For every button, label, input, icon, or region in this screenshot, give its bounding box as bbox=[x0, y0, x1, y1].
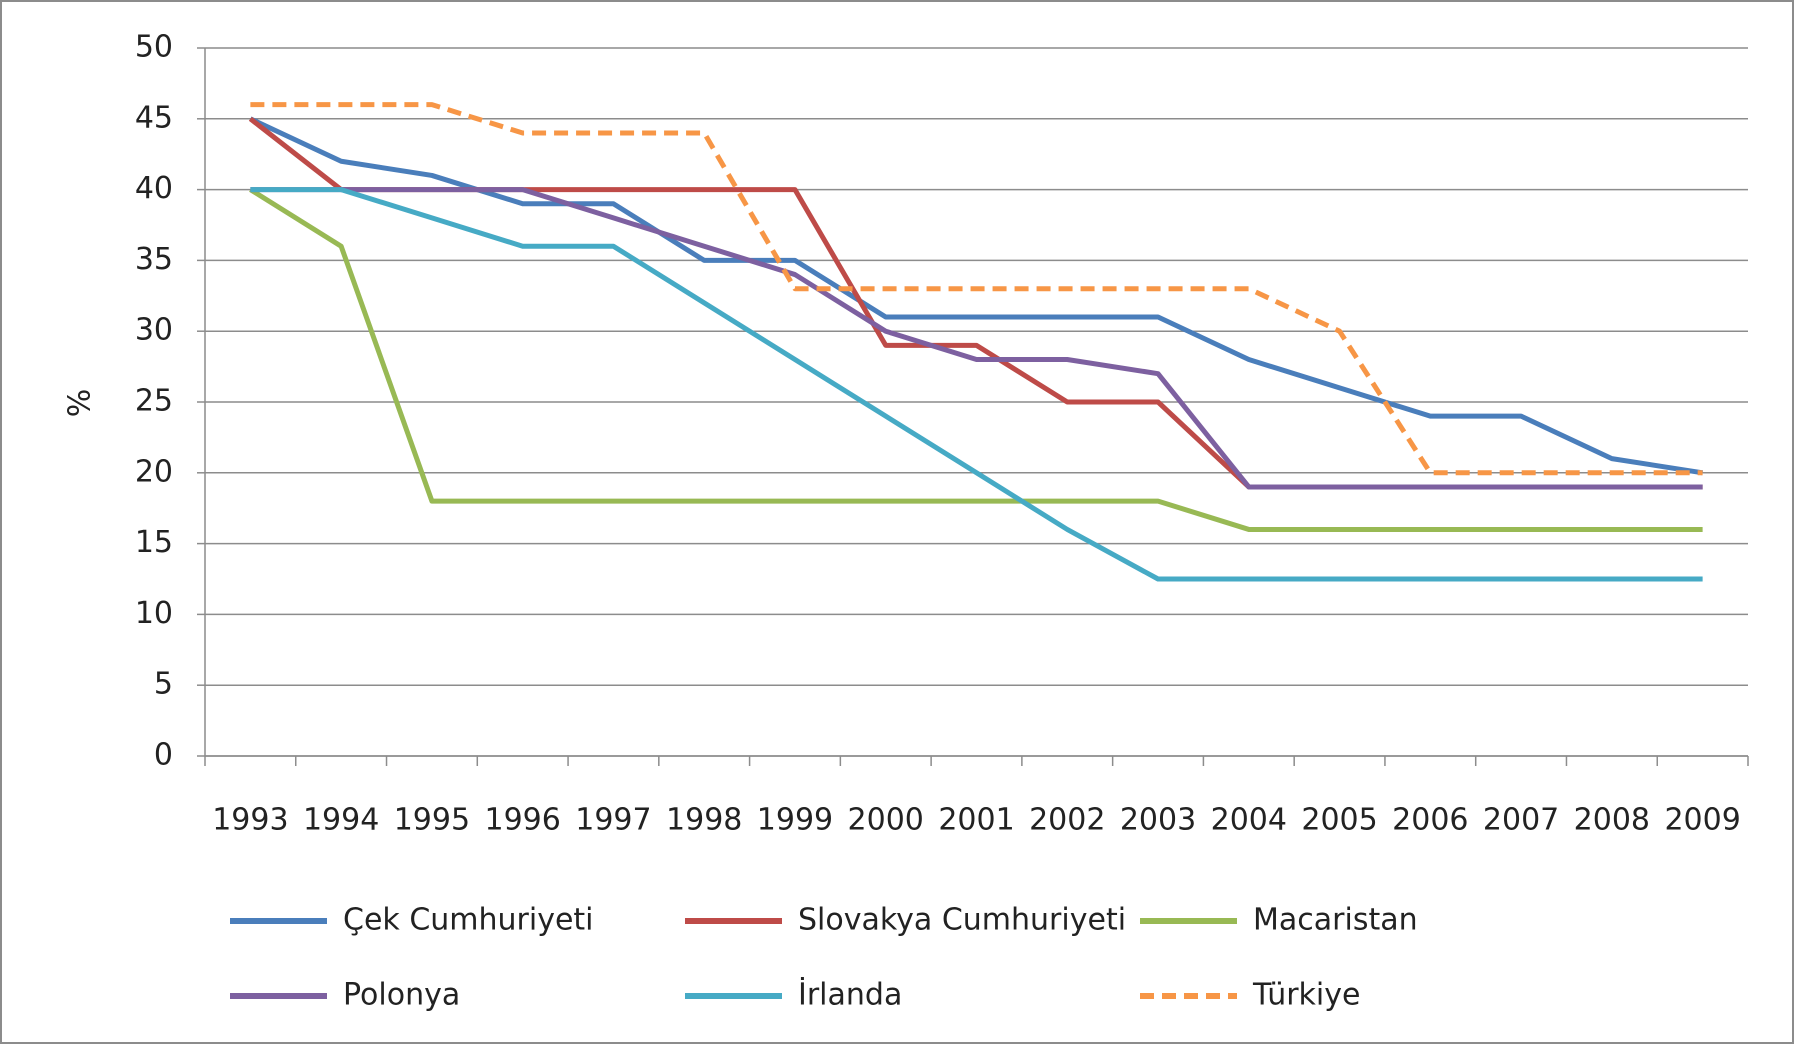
legend-label: Çek Cumhuriyeti bbox=[343, 903, 594, 938]
y-tick-label: 25 bbox=[135, 384, 173, 419]
y-tick-label: 5 bbox=[154, 667, 173, 702]
y-tick-label: 0 bbox=[154, 738, 173, 773]
y-tick-label: 40 bbox=[135, 171, 173, 206]
x-tick-label: 2006 bbox=[1392, 803, 1468, 838]
y-axis-label: % bbox=[63, 389, 98, 418]
legend-label: Macaristan bbox=[1253, 903, 1418, 938]
x-tick-label: 2008 bbox=[1574, 803, 1650, 838]
x-tick-label: 1993 bbox=[212, 803, 288, 838]
y-tick-label: 20 bbox=[135, 454, 173, 489]
legend-label: Slovakya Cumhuriyeti bbox=[798, 903, 1126, 938]
x-tick-label: 2002 bbox=[1029, 803, 1105, 838]
x-tick-label: 2003 bbox=[1120, 803, 1196, 838]
x-tick-label: 2007 bbox=[1483, 803, 1559, 838]
series-line bbox=[250, 102, 1703, 476]
x-tick-label: 2004 bbox=[1211, 803, 1287, 838]
x-tick-label: 1999 bbox=[757, 803, 833, 838]
y-tick-label: 30 bbox=[135, 313, 173, 348]
legend-label: Polonya bbox=[343, 978, 460, 1013]
legend-label: Türkiye bbox=[1252, 978, 1360, 1013]
x-tick-label: 2005 bbox=[1301, 803, 1377, 838]
y-tick-label: 35 bbox=[135, 242, 173, 277]
series-line bbox=[249, 187, 1703, 532]
x-tick-label: 1996 bbox=[484, 803, 560, 838]
x-tick-label: 1994 bbox=[303, 803, 379, 838]
series-line bbox=[250, 187, 1703, 490]
y-tick-label: 15 bbox=[135, 525, 173, 560]
x-tick-label: 2000 bbox=[848, 803, 924, 838]
x-tick-label: 1995 bbox=[394, 803, 470, 838]
series-line bbox=[250, 187, 1703, 582]
legend-label: İrlanda bbox=[798, 977, 902, 1013]
x-tick-label: 1998 bbox=[666, 803, 742, 838]
series-line bbox=[249, 116, 1704, 476]
y-tick-label: 10 bbox=[135, 596, 173, 631]
y-tick-label: 50 bbox=[135, 30, 173, 65]
x-tick-label: 2009 bbox=[1664, 803, 1740, 838]
x-tick-label: 1997 bbox=[575, 803, 651, 838]
y-tick-label: 45 bbox=[135, 100, 173, 135]
x-tick-label: 2001 bbox=[938, 803, 1014, 838]
